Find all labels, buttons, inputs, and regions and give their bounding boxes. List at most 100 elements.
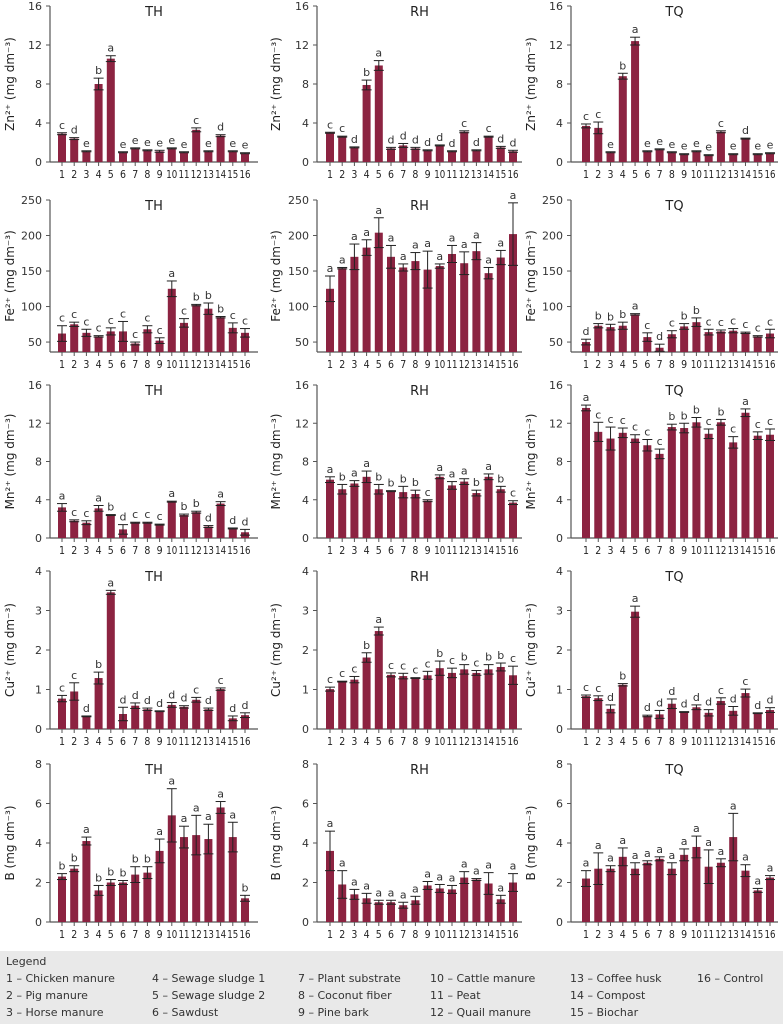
y-tick-label: 150 <box>542 265 563 278</box>
y-tick-label: 8 <box>302 78 309 91</box>
bar <box>631 868 640 922</box>
bar <box>594 698 603 729</box>
bar <box>448 889 456 922</box>
significance-letter: a <box>436 461 443 474</box>
bar <box>94 336 103 352</box>
y-tick-label: 100 <box>21 301 42 314</box>
bar <box>448 672 456 729</box>
bar <box>716 331 725 352</box>
x-tick-label: 2 <box>595 544 601 557</box>
x-tick-label: 10 <box>166 544 177 557</box>
x-tick-label: 9 <box>425 735 431 748</box>
bar <box>155 151 164 162</box>
significance-letter: a <box>607 852 614 865</box>
y-tick-label: 6 <box>302 798 309 811</box>
significance-letter: b <box>388 477 395 490</box>
significance-letter: d <box>242 515 249 528</box>
significance-letter: d <box>742 124 749 137</box>
x-tick-label: 7 <box>132 544 138 557</box>
x-tick-label: 13 <box>728 168 739 181</box>
significance-letter: c <box>669 317 675 330</box>
x-tick-label: 1 <box>583 928 589 941</box>
x-tick-label: 7 <box>657 735 663 748</box>
x-tick-label: 3 <box>83 168 89 181</box>
bar <box>655 149 664 162</box>
significance-letter: c <box>595 682 601 695</box>
chart-panel: 0 4 8 12 16 TQ Mn²⁺ (mg dm⁻³) a 1 c 2 c 3 c 4 c 5 c 6 c 7 b 8 b… <box>524 379 778 557</box>
significance-letter: a <box>754 874 761 887</box>
y-tick-label: 4 <box>302 494 309 507</box>
bar <box>387 148 395 162</box>
x-tick-label: 2 <box>339 358 345 371</box>
bar <box>729 442 738 538</box>
bar <box>509 502 517 538</box>
x-tick-label: 2 <box>339 168 345 181</box>
x-tick-label: 14 <box>740 928 751 941</box>
x-tick-label: 12 <box>715 544 726 557</box>
bar <box>680 712 689 729</box>
significance-letter: c <box>120 307 126 320</box>
bar <box>484 883 493 922</box>
bar <box>204 839 213 922</box>
significance-letter: c <box>157 510 163 523</box>
x-tick-label: 4 <box>96 544 102 557</box>
x-tick-label: 9 <box>425 544 431 557</box>
x-tick-label: 8 <box>412 358 418 371</box>
y-axis-label: Zn²⁺ (mg dm⁻³) <box>524 37 538 131</box>
x-tick-label: 15 <box>495 735 506 748</box>
x-tick-label: 13 <box>728 928 739 941</box>
x-tick-label: 16 <box>765 735 776 748</box>
bar <box>58 876 66 922</box>
significance-letter: c <box>388 659 394 672</box>
significance-letter: b <box>619 308 626 321</box>
significance-letter: c <box>144 312 150 325</box>
significance-letter: d <box>730 692 737 705</box>
bar <box>753 713 762 729</box>
x-tick-label: 9 <box>157 735 163 748</box>
bar <box>241 332 249 352</box>
significance-letter: c <box>83 315 89 328</box>
significance-letter: b <box>107 501 114 514</box>
bar <box>131 705 140 729</box>
chart-title: TH <box>144 570 163 585</box>
x-tick-label: 15 <box>227 928 238 941</box>
x-tick-label: 12 <box>459 735 470 748</box>
y-axis-label: Zn²⁺ (mg dm⁻³) <box>3 37 17 131</box>
x-tick-label: 7 <box>657 168 663 181</box>
bar <box>374 65 383 162</box>
bar <box>496 489 505 538</box>
x-tick-label: 13 <box>728 735 739 748</box>
legend-item: 2 – Pig manure <box>6 989 88 1002</box>
x-tick-label: 11 <box>703 358 714 371</box>
bar <box>716 700 725 729</box>
bar <box>241 715 249 729</box>
x-tick-label: 8 <box>144 735 150 748</box>
significance-letter: a <box>95 491 102 504</box>
x-tick-label: 3 <box>608 544 614 557</box>
y-tick-label: 16 <box>28 0 42 13</box>
x-tick-label: 2 <box>595 168 601 181</box>
bar <box>631 41 640 162</box>
bar <box>643 445 652 538</box>
chart-title: TQ <box>664 384 683 399</box>
y-tick-label: 250 <box>288 194 309 207</box>
bar <box>582 407 590 538</box>
bar <box>460 481 469 538</box>
y-tick-label: 0 <box>302 156 309 169</box>
bar <box>82 151 91 162</box>
x-tick-label: 8 <box>412 544 418 557</box>
legend-item: 1 – Chicken manure <box>6 972 115 985</box>
x-tick-label: 1 <box>583 735 589 748</box>
significance-letter: a <box>107 576 114 589</box>
significance-letter: c <box>242 315 248 328</box>
x-tick-label: 15 <box>752 168 763 181</box>
significance-letter: c <box>595 108 601 121</box>
x-tick-label: 7 <box>132 358 138 371</box>
x-tick-label: 12 <box>459 168 470 181</box>
chart-title: TQ <box>664 570 683 585</box>
bar <box>594 431 603 538</box>
y-tick-label: 0 <box>35 723 42 736</box>
bar <box>350 894 359 922</box>
significance-letter: a <box>461 858 468 871</box>
